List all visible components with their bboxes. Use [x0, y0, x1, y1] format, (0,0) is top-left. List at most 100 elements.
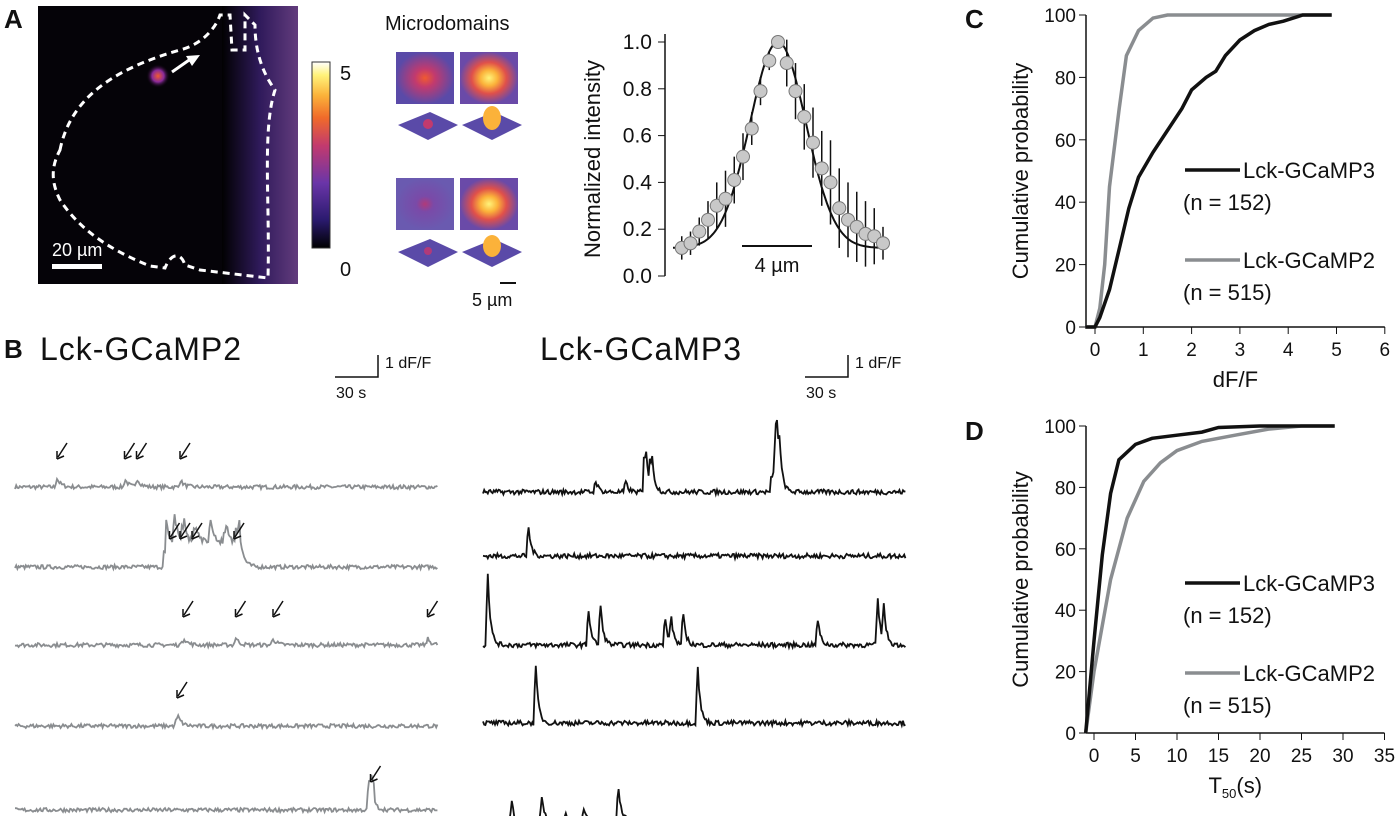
panel-d: D 0 20 40 60 80 100 0 5 10 15 20 25 30 35 Cumulative p… [965, 416, 1395, 801]
event-arrow-icon [56, 442, 68, 460]
profile-scalebar-label: 4 µm [755, 255, 800, 277]
cdf-chart-d: 0 20 40 60 80 100 0 5 10 15 20 25 30 35 Cumulative pro… [1008, 417, 1395, 801]
data-point [736, 149, 750, 164]
x-tick-label: 15 [1208, 746, 1229, 767]
microdomain-spot [146, 64, 170, 88]
microdomain-thumbnails: 5 µm [396, 52, 522, 310]
x-tick-label: 4 [1283, 340, 1294, 361]
y-tick-label: 80 [1055, 478, 1076, 499]
y-tick-label: 0.8 [623, 78, 652, 101]
x-axis-label-sub: 50 [1222, 786, 1236, 801]
microdomains-title: Microdomains [385, 13, 509, 35]
event-arrow-icon [176, 681, 188, 699]
legend-label: Lck-GCaMP2 [1243, 248, 1375, 273]
event-arrow-icon [426, 600, 439, 618]
x-axis-label: dF/F [1213, 367, 1258, 392]
x-tick-label: 5 [1130, 746, 1141, 767]
y-axis-label: Cumulative probability [1008, 471, 1033, 687]
cdf-chart-c: 0 20 40 60 80 100 0 1 2 3 4 5 6 Cumulative probabilit… [1008, 6, 1390, 392]
x-axis-label: T50(s) [1208, 773, 1262, 801]
cell-outline [51, 11, 277, 280]
trace-line [482, 419, 906, 498]
trace-line [509, 788, 627, 816]
x-tick-label: 2 [1186, 340, 1197, 361]
legend-label: Lck-GCaMP3 [1243, 571, 1375, 596]
series-line-lck-gcamp2 [1083, 424, 1335, 734]
trace-line [14, 712, 439, 731]
intensity-profile-chart: 0.0 0.2 0.4 0.6 0.8 1.0 Normalized intensity 4 … [580, 31, 890, 288]
scalebar-right-x: 30 s [806, 385, 836, 402]
arrowhead-icon [186, 55, 200, 66]
trace-line [15, 774, 438, 815]
data-point [779, 56, 794, 71]
y-tick-label: 1.0 [623, 31, 652, 54]
y-tick-label: 80 [1055, 68, 1076, 89]
trace-line [482, 527, 907, 562]
x-tick-label: 5 [1331, 340, 1342, 361]
y-tick-label: 0.0 [623, 265, 652, 288]
thumbnail-3d-peak [483, 106, 501, 130]
calcium-traces [14, 419, 907, 816]
x-tick-label: 1 [1138, 340, 1149, 361]
y-tick-label: 100 [1044, 6, 1076, 27]
data-point [771, 35, 785, 49]
event-arrow-icon [234, 600, 247, 618]
scalebar-left-x: 30 s [336, 385, 366, 402]
trace-line [482, 573, 907, 651]
data-point [718, 191, 733, 206]
data-point [806, 135, 820, 150]
x-tick-label: 0 [1090, 340, 1101, 361]
scalebar-right-y: 1 dF/F [855, 355, 901, 372]
y-tick-label: 40 [1055, 601, 1076, 622]
event-arrow-icon [233, 522, 245, 540]
y-tick-label: 100 [1044, 417, 1076, 438]
x-tick-label: 25 [1291, 746, 1312, 767]
thumbnail-2d [460, 178, 518, 230]
x-tick-label: 3 [1235, 340, 1246, 361]
panel-label-d: D [965, 416, 984, 446]
y-tick-label: 0 [1065, 724, 1076, 745]
panel-c: C 0 20 40 60 80 100 0 1 2 3 4 5 6 Cumulative probabil… [965, 4, 1390, 392]
y-tick-label: 20 [1055, 663, 1076, 684]
thumbnail-3d-peak [423, 119, 433, 129]
legend-n: (n = 515) [1183, 693, 1272, 718]
trace-line [14, 636, 439, 650]
legend-n: (n = 152) [1183, 603, 1272, 628]
data-point [788, 84, 803, 99]
colorbar [311, 61, 331, 249]
x-tick-label: 20 [1249, 746, 1270, 767]
panel-a: A 20 µm 5 0 Microdomains 5 µm 0.00.20.40… [4, 4, 890, 310]
x-tick-label: 30 [1332, 746, 1353, 767]
right-title: Lck-GCaMP3 [540, 331, 742, 367]
trace-line [14, 476, 438, 492]
data-point [762, 53, 777, 68]
data-point [727, 173, 742, 188]
y-tick-label: 0.4 [623, 171, 653, 194]
data-point [692, 224, 707, 239]
y-tick-label: 0 [1065, 318, 1076, 339]
x-tick-label: 0 [1089, 746, 1100, 767]
event-arrow-icon [123, 442, 136, 460]
colorbar-max: 5 [340, 63, 351, 85]
event-arrow-icon [272, 600, 284, 618]
legend-label: Lck-GCaMP3 [1243, 158, 1375, 183]
event-arrow-icon [191, 522, 203, 540]
data-point [701, 212, 715, 227]
panel-label-b: B [4, 334, 23, 364]
x-axis-label-unit: (s) [1236, 773, 1262, 798]
y-tick-label: 0.6 [623, 125, 652, 148]
data-point [683, 236, 698, 251]
data-point [832, 201, 847, 216]
y-tick-label: 60 [1055, 540, 1076, 561]
left-title: Lck-GCaMP2 [40, 331, 242, 367]
data-point [753, 84, 768, 99]
image-edge-signal [222, 6, 298, 284]
thumbnail-3d-peak [424, 247, 432, 255]
data-point [797, 109, 812, 124]
event-arrow-icon [369, 765, 382, 783]
thumbnail-3d-peak [483, 235, 501, 257]
panel-label-a: A [4, 4, 23, 34]
x-tick-label: 6 [1380, 340, 1391, 361]
